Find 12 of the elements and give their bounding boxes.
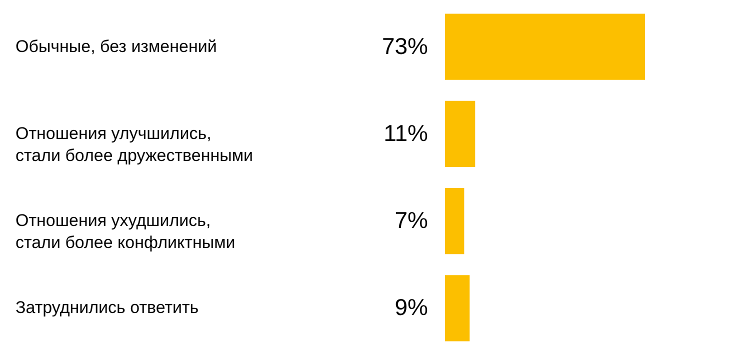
bar — [445, 100, 476, 168]
data-label: 11% — [384, 120, 428, 146]
data-label: 7% — [394, 207, 428, 234]
bar — [445, 188, 464, 254]
data-label: 73% — [382, 32, 428, 59]
y-tick-label: Отношения ухудшились, стали более конфликтными — [16, 211, 236, 252]
y-tick-label: Отношения улучшились, стали более дружественными — [16, 124, 254, 165]
bar — [445, 275, 470, 342]
bar — [445, 14, 645, 80]
y-tick-label: Затруднились ответить — [16, 298, 199, 318]
data-label: 9% — [394, 294, 428, 320]
y-tick-label: Обычные, без изменений — [16, 36, 217, 56]
